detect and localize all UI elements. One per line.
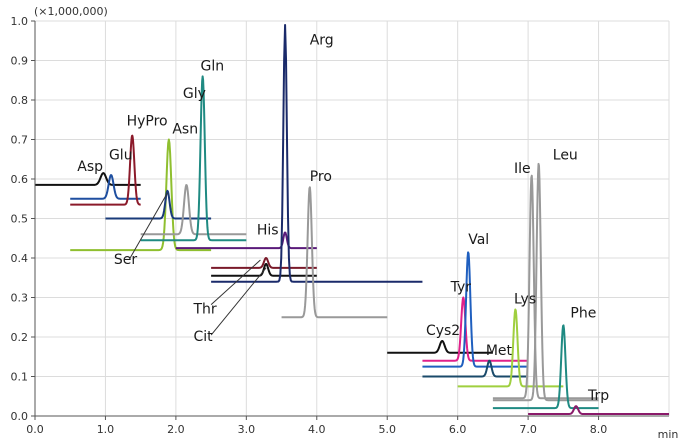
peak-label-ile: Ile (514, 161, 531, 177)
y-tick-label: 0.1 (11, 371, 29, 384)
y-tick-label: 0.6 (11, 173, 29, 186)
trace-asp (34, 172, 142, 186)
leader-thr (210, 259, 261, 305)
x-unit-label: min (658, 428, 679, 441)
peak-label-lys: Lys (514, 291, 536, 307)
trace-gln (140, 75, 247, 242)
y-tick-label: 1.0 (11, 15, 29, 28)
peak-label-ser: Ser (114, 252, 138, 268)
peak-label-arg: Arg (310, 33, 334, 49)
x-tick-label: 1.0 (97, 423, 115, 436)
series-traces (34, 23, 670, 416)
y-tick-label: 0.2 (11, 331, 29, 344)
y-tick-label: 0.7 (11, 134, 29, 147)
peak-label-tyr: Tyr (450, 280, 472, 296)
trace-phe (492, 324, 600, 410)
annotation-leaders (129, 192, 267, 336)
trace-ser (104, 189, 212, 220)
peak-label-leu: Leu (553, 147, 578, 163)
peak-label-gln: Gln (201, 58, 225, 74)
peak-label-pro: Pro (310, 169, 332, 185)
trace-tyr (421, 296, 529, 362)
trace-glu (69, 174, 142, 200)
trace-asn (69, 138, 212, 252)
peak-label-cit: Cit (194, 329, 214, 345)
peak-label-phe: Phe (570, 305, 596, 321)
peak-label-thr: Thr (193, 301, 217, 317)
grid (35, 20, 670, 416)
peak-label-met: Met (486, 343, 513, 359)
x-tick-label: 6.0 (449, 423, 467, 436)
x-tick-label: 7.0 (519, 423, 537, 436)
peak-label-asn: Asn (172, 122, 198, 138)
y-tick-label: 0.5 (11, 213, 29, 226)
trace-hypro (69, 134, 142, 206)
peak-label-his: His (257, 222, 279, 238)
trace-arg (211, 23, 423, 283)
y-tick-label: 0.4 (11, 252, 29, 265)
trace-gly (140, 184, 247, 236)
trace-thr (210, 257, 318, 269)
x-tick-label: 4.0 (308, 423, 326, 436)
peak-label-gly: Gly (183, 86, 206, 102)
trace-trp (527, 405, 670, 416)
peak-label-asp: Asp (77, 159, 103, 175)
x-tick-label: 8.0 (590, 423, 608, 436)
trace-cys2 (386, 339, 494, 354)
x-tick-label: 3.0 (238, 423, 256, 436)
trace-lys (457, 308, 564, 388)
trace-pro (281, 186, 388, 319)
y-tick-label: 0.8 (11, 94, 29, 107)
y-tick-label: 0.3 (11, 292, 29, 305)
y-tick-label: 0.9 (11, 55, 29, 68)
y-multiplier-label: (×1,000,000) (34, 5, 108, 18)
trace-leu (492, 162, 600, 402)
peak-label-hypro: HyPro (127, 114, 168, 130)
y-tick-label: 0.0 (11, 410, 29, 423)
peak-labels: Asp Glu HyPro Asn Ser Gly Gln Arg Pro His Thr Cit Cy… (77, 33, 609, 405)
x-tick-label: 0.0 (26, 423, 44, 436)
axes: 0.0 0.1 0.2 0.3 0.4 0.5 0.6 0.7 0.8 0.9 1.0 0.0 1.0 2… (11, 15, 669, 436)
trace-cit (210, 262, 318, 277)
leader-ser (129, 192, 168, 259)
peak-label-cys2: Cys2 (426, 323, 460, 339)
trace-his (175, 231, 318, 250)
x-tick-label: 2.0 (167, 423, 185, 436)
x-tick-label: 5.0 (378, 423, 396, 436)
trace-val (421, 251, 529, 368)
leader-cit (210, 267, 267, 336)
peak-label-trp: Trp (587, 388, 609, 404)
peak-label-glu: Glu (109, 147, 133, 163)
peak-label-val: Val (468, 232, 489, 248)
